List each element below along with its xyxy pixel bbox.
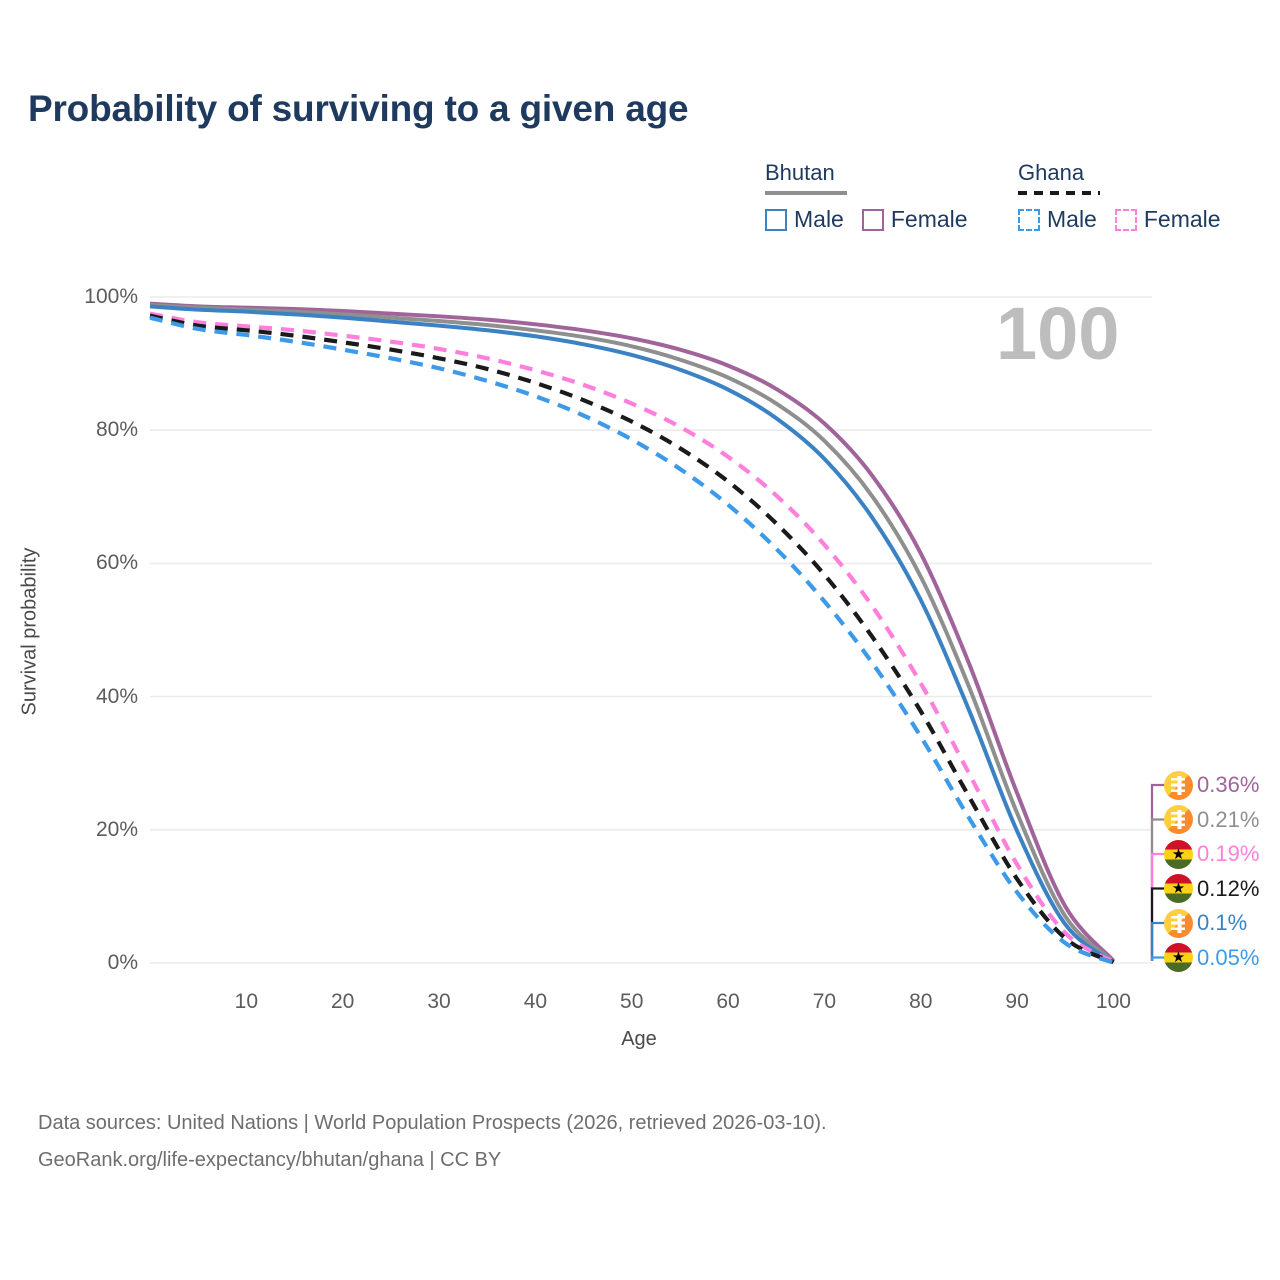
legend-label-ghana-female: Female [1143,206,1221,232]
footer-credits: Data sources: United Nations | World Pop… [38,1105,827,1179]
x-tick-label: 90 [1005,990,1029,1013]
y-tick-label: 40% [95,684,138,708]
end-label-row: 0.12% [1164,874,1259,904]
legend-swatch-ghana-female [1114,208,1137,231]
legend-swatch-bhutan-male [765,208,787,231]
legend-rule-ghana [1018,191,1100,195]
x-tick-label: 20 [331,990,355,1013]
legend-item-bhutan-female[interactable]: Female [861,206,968,233]
y-tick-label: 80% [95,418,138,442]
page-title: Probability of surviving to a given age [28,88,689,129]
flag-icon-bhutan [1164,770,1193,800]
legend-swatch-bhutan-female [861,208,884,231]
legend-country-ghana: Ghana [1018,160,1085,185]
end-label-row: 0.05% [1164,943,1259,973]
chart-legend: Bhutan Male Female Ghana Male [760,160,1260,240]
y-tick-label: 100% [84,285,138,308]
y-axis-title: Survival probability [18,547,41,716]
end-label-value: 0.05% [1197,944,1260,970]
legend-item-ghana-female[interactable]: Female [1114,206,1221,233]
x-tick-label: 30 [427,990,451,1013]
legend-label-bhutan-female: Female [890,206,968,232]
legend-label-ghana-male: Male [1047,206,1097,232]
x-tick-label: 10 [234,990,259,1013]
footer-line-1: Data sources: United Nations | World Pop… [38,1112,827,1134]
end-label-value: 0.1% [1197,910,1248,935]
legend-item-ghana-male[interactable]: Male [1018,206,1097,233]
legend-country-bhutan: Bhutan [765,160,835,185]
y-tick-label: 60% [95,551,138,575]
flag-icon-ghana [1164,839,1193,869]
legend-group-ghana: Ghana Male Female [1018,160,1221,233]
end-label-row: 0.21% [1164,805,1259,835]
x-axis-title: Age [621,1028,657,1050]
end-label-row: 0.36% [1164,770,1259,800]
legend-swatch-ghana-male [1018,208,1040,231]
end-label-value: 0.19% [1197,841,1260,866]
flag-icon-ghana [1164,874,1193,903]
watermark-label: 100 [996,292,1120,375]
flag-icon-bhutan [1164,908,1193,938]
end-label-row: 0.1% [1164,908,1247,938]
series-line-ghana-female [149,311,1115,964]
legend-rule-bhutan [765,191,847,195]
series-line-ghana-male [149,315,1115,965]
series-line-ghana-total [149,313,1115,965]
footer-line-2: GeoRank.org/life-expectancy/bhutan/ghana… [38,1149,502,1171]
y-tick-label: 0% [107,951,138,974]
x-tick-label: 40 [523,990,548,1013]
legend-item-bhutan-male[interactable]: Male [765,206,844,233]
end-label-row: 0.19% [1164,839,1259,869]
x-tick-label: 70 [812,990,837,1013]
series-line-bhutan-male [149,304,1115,964]
legend-group-bhutan: Bhutan Male Female [765,160,968,233]
end-label-value: 0.21% [1197,806,1260,832]
y-tick-label: 20% [95,817,138,841]
x-tick-label: 50 [620,990,644,1013]
end-label-value: 0.12% [1197,875,1260,901]
flag-icon-bhutan [1164,805,1193,834]
x-tick-label: 100 [1095,990,1131,1013]
flag-icon-ghana [1164,943,1193,972]
series-line-bhutan-female [149,301,1115,962]
end-label-value: 0.36% [1197,772,1260,797]
series-line-bhutan-total [149,302,1115,964]
legend-label-bhutan-male: Male [794,206,844,232]
x-tick-label: 80 [909,990,933,1013]
x-tick-label: 60 [716,990,740,1013]
